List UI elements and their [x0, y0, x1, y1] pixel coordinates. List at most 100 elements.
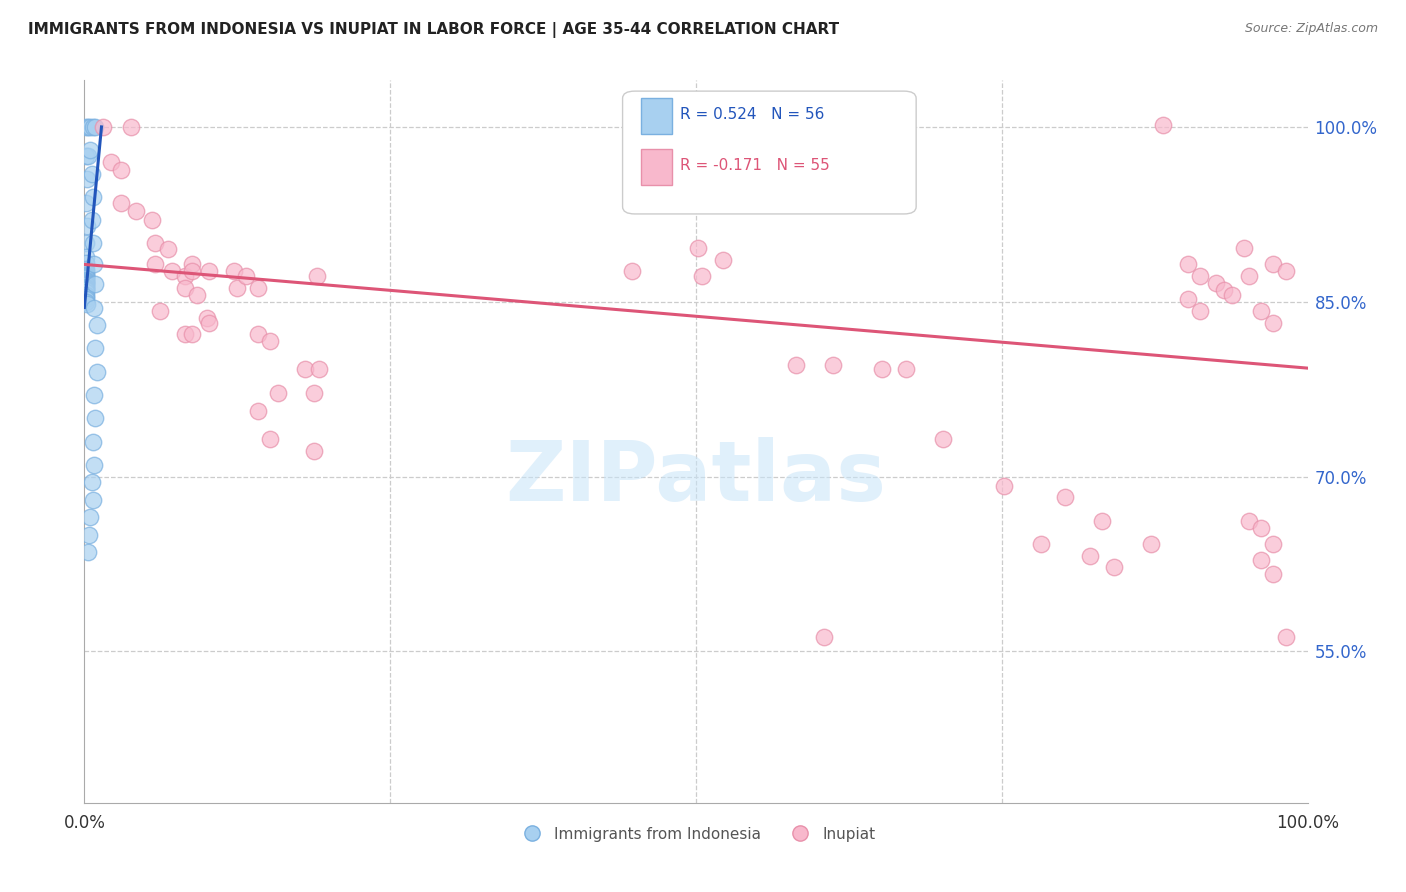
Point — [1188, 268, 1211, 283]
Point — [1213, 283, 1236, 297]
Point — [75, 276, 97, 290]
Point — [1091, 514, 1114, 528]
Point — [75, 278, 97, 293]
Point — [1233, 241, 1256, 255]
Point — [247, 327, 270, 342]
Point — [76, 219, 98, 233]
Point — [690, 268, 713, 283]
Point — [870, 362, 893, 376]
Point — [75, 195, 97, 210]
Text: ZIPatlas: ZIPatlas — [506, 437, 886, 518]
Point — [173, 268, 195, 283]
Point — [82, 434, 104, 449]
Point — [1274, 630, 1296, 644]
Point — [80, 213, 103, 227]
Point — [86, 365, 108, 379]
Point — [1177, 257, 1199, 271]
Point — [1152, 118, 1174, 132]
Point — [77, 120, 100, 134]
Point — [143, 257, 166, 271]
Point — [149, 304, 172, 318]
Point — [1220, 287, 1243, 301]
Point — [304, 443, 326, 458]
Point — [173, 281, 195, 295]
Point — [304, 385, 326, 400]
Point — [76, 297, 98, 311]
Point — [222, 264, 245, 278]
Point — [1263, 257, 1285, 271]
Point — [1237, 268, 1260, 283]
Point — [91, 120, 114, 134]
Point — [1177, 293, 1199, 307]
Point — [1237, 514, 1260, 528]
Point — [1263, 567, 1285, 582]
Point — [247, 404, 270, 418]
Point — [110, 163, 132, 178]
Point — [84, 120, 107, 134]
Point — [75, 270, 97, 285]
Point — [75, 275, 97, 289]
Point — [173, 327, 195, 342]
Point — [235, 268, 257, 283]
Point — [247, 281, 270, 295]
Point — [77, 528, 100, 542]
Point — [76, 172, 98, 186]
FancyBboxPatch shape — [623, 91, 917, 214]
Point — [75, 268, 97, 283]
Point — [83, 458, 105, 472]
Point — [1054, 491, 1077, 505]
Point — [1078, 549, 1101, 563]
Point — [84, 277, 107, 292]
Point — [1250, 553, 1272, 567]
Point — [308, 362, 330, 376]
Point — [75, 268, 97, 282]
Point — [156, 242, 179, 256]
Point — [75, 264, 97, 278]
Point — [186, 287, 208, 301]
Point — [82, 236, 104, 251]
Point — [82, 190, 104, 204]
Point — [120, 120, 142, 134]
Point — [86, 318, 108, 332]
Point — [75, 283, 97, 297]
Point — [259, 334, 281, 349]
Point — [896, 362, 918, 376]
Point — [993, 479, 1015, 493]
Point — [75, 236, 97, 251]
Point — [83, 257, 105, 271]
Point — [294, 362, 316, 376]
Bar — [641, 149, 672, 185]
Point — [198, 316, 221, 330]
Point — [1263, 316, 1285, 330]
Point — [75, 285, 97, 300]
Point — [195, 311, 218, 326]
Point — [75, 262, 97, 277]
Point — [75, 120, 97, 134]
Point — [75, 266, 97, 280]
Point — [75, 277, 97, 292]
Text: IMMIGRANTS FROM INDONESIA VS INUPIAT IN LABOR FORCE | AGE 35-44 CORRELATION CHAR: IMMIGRANTS FROM INDONESIA VS INUPIAT IN … — [28, 22, 839, 38]
Point — [1140, 537, 1163, 551]
Legend: Immigrants from Indonesia, Inupiat: Immigrants from Indonesia, Inupiat — [509, 819, 883, 849]
Point — [181, 327, 204, 342]
Point — [110, 195, 132, 210]
Point — [1104, 560, 1126, 574]
Point — [181, 264, 204, 278]
Point — [621, 264, 644, 278]
Point — [79, 143, 101, 157]
Point — [181, 257, 204, 271]
Point — [100, 154, 122, 169]
Point — [83, 388, 105, 402]
Point — [125, 203, 148, 218]
Point — [77, 149, 100, 163]
Point — [821, 358, 844, 372]
Point — [75, 251, 97, 265]
Point — [75, 256, 97, 270]
Point — [141, 213, 163, 227]
Point — [79, 120, 101, 134]
Point — [79, 510, 101, 524]
Point — [82, 120, 104, 134]
Point — [785, 358, 807, 372]
Point — [266, 385, 288, 400]
Point — [198, 264, 221, 278]
